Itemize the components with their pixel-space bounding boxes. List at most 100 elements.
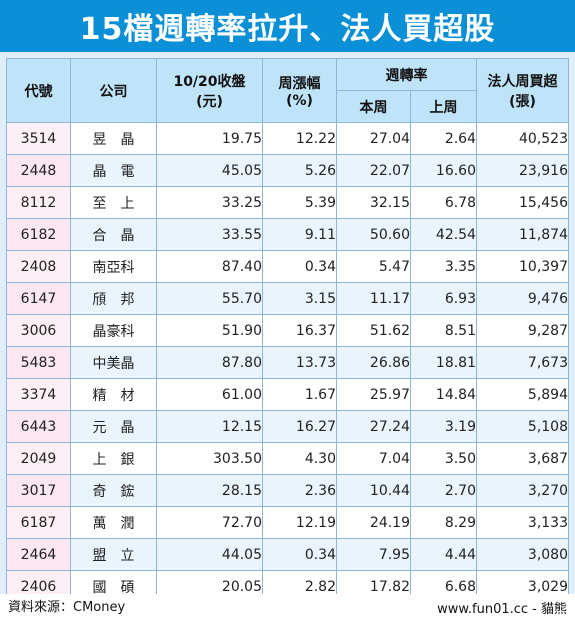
row-turnover-last-week: 3.19 <box>410 410 477 443</box>
row-company: 萬 潤 <box>70 506 157 539</box>
header-close: 10/20收盤 (元) <box>156 58 263 123</box>
row-turnover-last-week: 8.51 <box>410 314 477 347</box>
row-institutional-buy: 10,397 <box>476 250 569 283</box>
row-close: 33.25 <box>156 186 263 219</box>
row-close: 72.70 <box>156 506 263 539</box>
row-company: 上 銀 <box>70 442 157 475</box>
row-institutional-buy: 5,894 <box>476 378 569 411</box>
row-institutional-buy: 7,673 <box>476 346 569 379</box>
row-code: 6187 <box>6 506 71 539</box>
table-row: 2464 盟 立 44.05 0.34 7.95 4.44 3,080 <box>6 538 569 571</box>
row-code: 6182 <box>6 218 71 251</box>
header-buy-line2: (張) <box>509 93 536 110</box>
row-close: 87.40 <box>156 250 263 283</box>
row-turnover-this-week: 25.97 <box>336 378 411 411</box>
stock-table: 代號 公司 10/20收盤 (元) 周漲幅 (%) 週轉率 法人周買超 (張) … <box>6 58 569 603</box>
row-institutional-buy: 15,456 <box>476 186 569 219</box>
row-turnover-last-week: 2.70 <box>410 474 477 507</box>
row-turnover-this-week: 7.04 <box>336 442 411 475</box>
row-code: 3017 <box>6 474 71 507</box>
table-row: 3006 晶豪科 51.90 16.37 51.62 8.51 9,287 <box>6 314 569 347</box>
row-company: 晶 電 <box>70 154 157 187</box>
table-row: 2408 南亞科 87.40 0.34 5.47 3.35 10,397 <box>6 250 569 283</box>
header-change-line1: 周漲幅 <box>278 75 321 92</box>
row-institutional-buy: 3,270 <box>476 474 569 507</box>
row-turnover-this-week: 10.44 <box>336 474 411 507</box>
row-institutional-buy: 5,108 <box>476 410 569 443</box>
row-change: 16.37 <box>262 314 337 347</box>
row-change: 2.36 <box>262 474 337 507</box>
header-this-week: 本周 <box>336 90 411 123</box>
row-turnover-last-week: 6.93 <box>410 282 477 315</box>
row-turnover-last-week: 2.64 <box>410 122 477 155</box>
row-turnover-last-week: 3.50 <box>410 442 477 475</box>
row-close: 12.15 <box>156 410 263 443</box>
title-banner: 15檔週轉率拉升、法人買超股 <box>0 0 575 52</box>
row-change: 12.22 <box>262 122 337 155</box>
row-code: 3374 <box>6 378 71 411</box>
row-code: 8112 <box>6 186 71 219</box>
row-change: 4.30 <box>262 442 337 475</box>
row-institutional-buy: 3,080 <box>476 538 569 571</box>
header-institutional-buy: 法人周買超 (張) <box>476 58 569 123</box>
row-code: 2408 <box>6 250 71 283</box>
row-change: 3.15 <box>262 282 337 315</box>
row-close: 303.50 <box>156 442 263 475</box>
row-turnover-this-week: 7.95 <box>336 538 411 571</box>
row-turnover-this-week: 27.24 <box>336 410 411 443</box>
page-title: 15檔週轉率拉升、法人買超股 <box>79 12 496 47</box>
row-company: 晶豪科 <box>70 314 157 347</box>
row-company: 盟 立 <box>70 538 157 571</box>
row-close: 28.15 <box>156 474 263 507</box>
table-row: 8112 至 上 33.25 5.39 32.15 6.78 15,456 <box>6 186 569 219</box>
row-turnover-this-week: 32.15 <box>336 186 411 219</box>
table-row: 2448 晶 電 45.05 5.26 22.07 16.60 23,916 <box>6 154 569 187</box>
row-close: 55.70 <box>156 282 263 315</box>
row-turnover-this-week: 27.04 <box>336 122 411 155</box>
row-turnover-last-week: 6.78 <box>410 186 477 219</box>
row-turnover-last-week: 3.35 <box>410 250 477 283</box>
row-change: 5.39 <box>262 186 337 219</box>
row-turnover-this-week: 24.19 <box>336 506 411 539</box>
row-company: 頎 邦 <box>70 282 157 315</box>
row-turnover-last-week: 16.60 <box>410 154 477 187</box>
row-close: 44.05 <box>156 538 263 571</box>
row-institutional-buy: 11,874 <box>476 218 569 251</box>
header-buy-line1: 法人周買超 <box>487 73 558 90</box>
row-company: 奇 鋐 <box>70 474 157 507</box>
row-code: 5483 <box>6 346 71 379</box>
row-turnover-last-week: 8.29 <box>410 506 477 539</box>
row-turnover-last-week: 18.81 <box>410 346 477 379</box>
header-turnover: 週轉率 <box>336 58 477 91</box>
row-code: 3514 <box>6 122 71 155</box>
row-institutional-buy: 23,916 <box>476 154 569 187</box>
row-turnover-this-week: 11.17 <box>336 282 411 315</box>
row-code: 2448 <box>6 154 71 187</box>
row-close: 61.00 <box>156 378 263 411</box>
row-institutional-buy: 9,476 <box>476 282 569 315</box>
row-turnover-this-week: 51.62 <box>336 314 411 347</box>
row-company: 至 上 <box>70 186 157 219</box>
row-company: 中美晶 <box>70 346 157 379</box>
table-row: 3374 精 材 61.00 1.67 25.97 14.84 5,894 <box>6 378 569 411</box>
row-close: 33.55 <box>156 218 263 251</box>
credit-note: www.fun01.cc - 貓熊 <box>437 602 567 617</box>
row-turnover-last-week: 42.54 <box>410 218 477 251</box>
row-change: 13.73 <box>262 346 337 379</box>
row-close: 45.05 <box>156 154 263 187</box>
header-close-line2: (元) <box>196 93 223 110</box>
row-change: 5.26 <box>262 154 337 187</box>
row-turnover-this-week: 50.60 <box>336 218 411 251</box>
row-company: 元 晶 <box>70 410 157 443</box>
table-row: 6443 元 晶 12.15 16.27 27.24 3.19 5,108 <box>6 410 569 443</box>
table-row: 6147 頎 邦 55.70 3.15 11.17 6.93 9,476 <box>6 282 569 315</box>
row-change: 0.34 <box>262 250 337 283</box>
row-change: 1.67 <box>262 378 337 411</box>
header-change-line2: (%) <box>286 92 313 109</box>
header-last-week: 上周 <box>410 90 477 123</box>
footer <box>0 594 575 620</box>
row-close: 87.80 <box>156 346 263 379</box>
header-change: 周漲幅 (%) <box>262 58 337 123</box>
table-row: 6187 萬 潤 72.70 12.19 24.19 8.29 3,133 <box>6 506 569 539</box>
table-row: 5483 中美晶 87.80 13.73 26.86 18.81 7,673 <box>6 346 569 379</box>
